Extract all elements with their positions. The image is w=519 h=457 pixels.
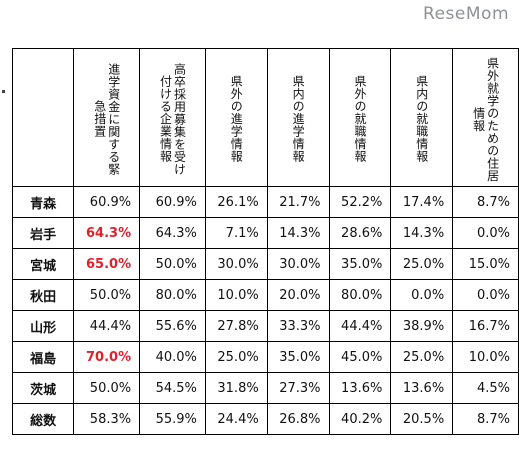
prefecture-cell: 宮城 [11, 248, 75, 280]
value-cell: 30.0% [266, 248, 330, 280]
header-cell: 県内の進学情報 [266, 48, 330, 187]
value-cell: 20.0% [266, 279, 330, 311]
header-row: 進学資金に関する緊 急措置 高卒採用募集を受け 付ける企業情報 県外の進学情報 … [11, 48, 519, 187]
value-cell: 13.6% [328, 372, 392, 404]
value-cell: 15.0% [452, 248, 519, 280]
value-cell: 45.0% [328, 341, 392, 373]
value-cell: 40.2% [328, 403, 392, 435]
value-cell: 0.0% [452, 217, 519, 249]
resemom-watermark: ReseMom [423, 4, 509, 24]
value-cell: 26.1% [204, 186, 268, 218]
table-row: 青森 60.9% 60.9% 26.1% 21.7% 52.2% 17.4% 8.7% [11, 186, 519, 218]
value-cell: 17.4% [390, 186, 454, 218]
value-cell: 60.9% [139, 186, 206, 218]
header-label: 県外就学のための住居 情報 [471, 56, 500, 182]
header-label: 県内の進学情報 [291, 75, 306, 163]
value-cell: 80.0% [328, 279, 392, 311]
value-cell: 58.3% [73, 403, 141, 435]
value-cell: 50.0% [73, 372, 141, 404]
table-row: 福島 70.0% 40.0% 25.0% 35.0% 45.0% 25.0% 10.0% [11, 341, 519, 373]
value-cell: 10.0% [204, 279, 268, 311]
value-cell: 35.0% [328, 248, 392, 280]
value-cell: 13.6% [390, 372, 454, 404]
corner-cell [11, 48, 75, 187]
header-label: 進学資金に関する緊 急措置 [92, 62, 121, 176]
value-cell: 55.9% [139, 403, 206, 435]
value-cell: 30.0% [204, 248, 268, 280]
value-cell: 14.3% [390, 217, 454, 249]
table-row: 山形 44.4% 55.6% 27.8% 33.3% 44.4% 38.9% 16.7% [11, 310, 519, 342]
header-cell: 県内の就職情報 [390, 48, 454, 187]
table-row: 茨城 50.0% 54.5% 31.8% 27.3% 13.6% 13.6% 4.5% [11, 372, 519, 404]
header-label: 高卒採用募集を受け 付ける企業情報 [158, 62, 187, 176]
value-cell: 52.2% [328, 186, 392, 218]
value-cell: 33.3% [266, 310, 330, 342]
survey-table: 進学資金に関する緊 急措置 高卒採用募集を受け 付ける企業情報 県外の進学情報 … [11, 48, 519, 435]
edge-mark [2, 90, 5, 93]
value-cell: 25.0% [390, 341, 454, 373]
value-cell: 54.5% [139, 372, 206, 404]
value-cell: 31.8% [204, 372, 268, 404]
value-cell: 44.4% [73, 310, 141, 342]
value-cell: 70.0% [73, 341, 141, 373]
value-cell: 27.3% [266, 372, 330, 404]
table-row: 総数 58.3% 55.9% 24.4% 26.8% 40.2% 20.5% 8.7% [11, 403, 519, 435]
value-cell: 24.4% [204, 403, 268, 435]
table-row: 宮城 65.0% 50.0% 30.0% 30.0% 35.0% 25.0% 15.0% [11, 248, 519, 280]
prefecture-cell: 秋田 [11, 279, 75, 311]
value-cell: 25.0% [204, 341, 268, 373]
value-cell: 65.0% [73, 248, 141, 280]
prefecture-cell: 福島 [11, 341, 75, 373]
value-cell: 27.8% [204, 310, 268, 342]
value-cell: 80.0% [139, 279, 206, 311]
prefecture-cell: 青森 [11, 186, 75, 218]
value-cell: 60.9% [73, 186, 141, 218]
value-cell: 44.4% [328, 310, 392, 342]
table-row: 秋田 50.0% 80.0% 10.0% 20.0% 80.0% 0.0% 0.0% [11, 279, 519, 311]
value-cell: 50.0% [139, 248, 206, 280]
value-cell: 64.3% [139, 217, 206, 249]
table-body: 青森 60.9% 60.9% 26.1% 21.7% 52.2% 17.4% 8.7% 岩手 64… [11, 186, 519, 435]
value-cell: 8.7% [452, 186, 519, 218]
value-cell: 8.7% [452, 403, 519, 435]
value-cell: 20.5% [390, 403, 454, 435]
value-cell: 7.1% [204, 217, 268, 249]
value-cell: 16.7% [452, 310, 519, 342]
header-cell: 高卒採用募集を受け 付ける企業情報 [139, 48, 206, 187]
value-cell: 25.0% [390, 248, 454, 280]
header-cell: 県外の進学情報 [204, 48, 268, 187]
value-cell: 14.3% [266, 217, 330, 249]
value-cell: 26.8% [266, 403, 330, 435]
value-cell: 10.0% [452, 341, 519, 373]
prefecture-cell: 岩手 [11, 217, 75, 249]
table-row: 岩手 64.3% 64.3% 7.1% 14.3% 28.6% 14.3% 0.0% [11, 217, 519, 249]
value-cell: 0.0% [452, 279, 519, 311]
value-cell: 64.3% [73, 217, 141, 249]
value-cell: 0.0% [390, 279, 454, 311]
header-cell: 進学資金に関する緊 急措置 [73, 48, 141, 187]
value-cell: 55.6% [139, 310, 206, 342]
header-cell: 県外就学のための住居 情報 [452, 48, 519, 187]
prefecture-cell: 山形 [11, 310, 75, 342]
value-cell: 28.6% [328, 217, 392, 249]
header-label: 県外の進学情報 [229, 75, 244, 163]
header-label: 県内の就職情報 [414, 75, 429, 163]
value-cell: 35.0% [266, 341, 330, 373]
value-cell: 21.7% [266, 186, 330, 218]
prefecture-cell: 茨城 [11, 372, 75, 404]
prefecture-cell: 総数 [11, 403, 75, 435]
header-cell: 県外の就職情報 [328, 48, 392, 187]
header-label: 県外の就職情報 [352, 75, 367, 163]
value-cell: 38.9% [390, 310, 454, 342]
value-cell: 50.0% [73, 279, 141, 311]
value-cell: 4.5% [452, 372, 519, 404]
value-cell: 40.0% [139, 341, 206, 373]
